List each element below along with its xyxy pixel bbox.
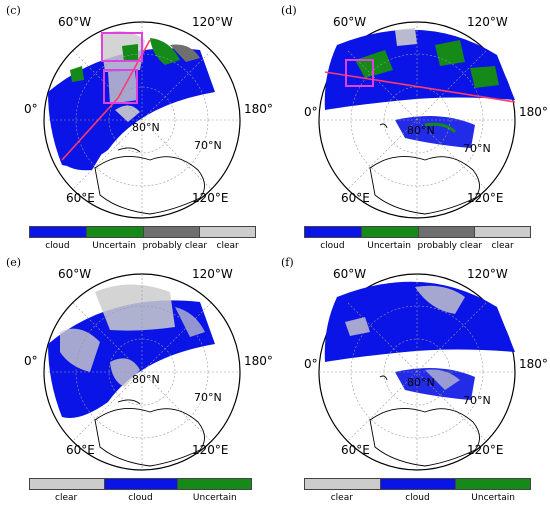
lon-label-60e: 60°E bbox=[66, 191, 95, 205]
lon-label-0: 0° bbox=[24, 354, 38, 368]
lon-label-60w: 60°W bbox=[333, 15, 367, 29]
panel-label: (e) bbox=[6, 256, 22, 269]
swatch-uncertain bbox=[361, 227, 418, 237]
lon-label-0: 0° bbox=[304, 105, 318, 119]
swatch-cloud bbox=[305, 227, 362, 237]
lon-label-60w: 60°W bbox=[333, 267, 367, 281]
swatch-clear bbox=[473, 227, 530, 237]
swatch-probably-clear bbox=[417, 227, 474, 237]
panel-c: (c) 60°W 120°W bbox=[0, 0, 275, 252]
legend-label: clear bbox=[216, 241, 239, 251]
swatch-uncertain bbox=[86, 227, 143, 237]
legend-label: Uncertain bbox=[471, 493, 516, 503]
lon-label-120w: 120°W bbox=[192, 15, 233, 29]
panel-label: (d) bbox=[281, 4, 297, 17]
lon-label-60w: 60°W bbox=[58, 267, 92, 281]
legend-label: cloud bbox=[128, 493, 153, 503]
lat-label-70n: 70°N bbox=[194, 139, 222, 152]
swatch-clear bbox=[198, 227, 255, 237]
swatch-clear bbox=[30, 479, 104, 489]
legend-label: cloud bbox=[45, 241, 70, 251]
legend-colorbar bbox=[29, 226, 256, 238]
lon-label-120w: 120°W bbox=[192, 267, 233, 281]
legend-label: Uncertain bbox=[92, 241, 136, 251]
lat-label-70n: 70°N bbox=[463, 142, 491, 155]
lat-label-70n: 70°N bbox=[463, 394, 491, 407]
legend-colorbar bbox=[304, 478, 531, 490]
swatch-cloud bbox=[30, 227, 87, 237]
lat-label-70n: 70°N bbox=[194, 391, 222, 404]
lon-label-120w: 120°W bbox=[467, 15, 508, 29]
lon-label-60e: 60°E bbox=[66, 443, 95, 457]
legend-label: cloud bbox=[320, 241, 345, 251]
legend-labels: clear cloud Uncertain bbox=[29, 493, 252, 503]
lon-label-120e: 120°E bbox=[467, 191, 504, 205]
polar-map bbox=[43, 273, 241, 471]
panel-f: (f) 60°W 120°W 0° 180° 60°E 120°E 80°N 7… bbox=[275, 252, 550, 504]
panel-d: (d) 60°W 120°W 0° 180° 60°E 120°E 80°N 7… bbox=[275, 0, 550, 252]
polar-map bbox=[43, 21, 241, 219]
swatch-cloud bbox=[379, 479, 455, 489]
polar-map bbox=[318, 273, 516, 471]
lat-label-80n: 80°N bbox=[407, 124, 435, 137]
panel-e: (e) 60°W 120°W 0° 180° 60°E 120°E 80°N 7… bbox=[0, 252, 275, 504]
legend-label: probably clear bbox=[142, 241, 208, 251]
legend-label: clear bbox=[491, 241, 514, 251]
swatch-probably-clear bbox=[142, 227, 199, 237]
swatch-clear bbox=[305, 479, 380, 489]
panel-label: (c) bbox=[6, 4, 21, 17]
legend-label: clear bbox=[55, 493, 78, 503]
lon-label-120e: 120°E bbox=[467, 443, 504, 457]
lon-label-60w: 60°W bbox=[58, 15, 92, 29]
legend-labels: cloud Uncertain probably clear clear bbox=[29, 241, 256, 251]
legend-label: clear bbox=[330, 493, 353, 503]
lat-label-80n: 80°N bbox=[132, 373, 160, 386]
lon-label-60e: 60°E bbox=[341, 191, 370, 205]
lon-label-60e: 60°E bbox=[341, 443, 370, 457]
lon-label-0: 0° bbox=[304, 357, 318, 371]
lon-label-180: 180° bbox=[519, 105, 548, 119]
lon-label-0: 0° bbox=[24, 102, 38, 116]
swatch-cloud bbox=[103, 479, 178, 489]
panel-label: (f) bbox=[281, 256, 294, 269]
legend-label: probably clear bbox=[417, 241, 483, 251]
lat-label-80n: 80°N bbox=[132, 121, 160, 134]
lon-label-180: 180° bbox=[244, 354, 273, 368]
swatch-uncertain bbox=[177, 479, 251, 489]
polar-map bbox=[318, 21, 516, 219]
lon-label-180: 180° bbox=[519, 357, 548, 371]
legend-label: Uncertain bbox=[192, 493, 237, 503]
legend-labels: cloud Uncertain probably clear clear bbox=[304, 241, 531, 251]
swatch-uncertain bbox=[454, 479, 530, 489]
lat-label-80n: 80°N bbox=[407, 376, 435, 389]
legend-colorbar bbox=[29, 478, 252, 490]
lon-label-120e: 120°E bbox=[192, 191, 229, 205]
legend-label: cloud bbox=[405, 493, 430, 503]
legend-colorbar bbox=[304, 226, 531, 238]
lon-label-120w: 120°W bbox=[467, 267, 508, 281]
legend-labels: clear cloud Uncertain bbox=[304, 493, 531, 503]
lon-label-120e: 120°E bbox=[192, 443, 229, 457]
lon-label-180: 180° bbox=[244, 102, 273, 116]
legend-label: Uncertain bbox=[367, 241, 411, 251]
